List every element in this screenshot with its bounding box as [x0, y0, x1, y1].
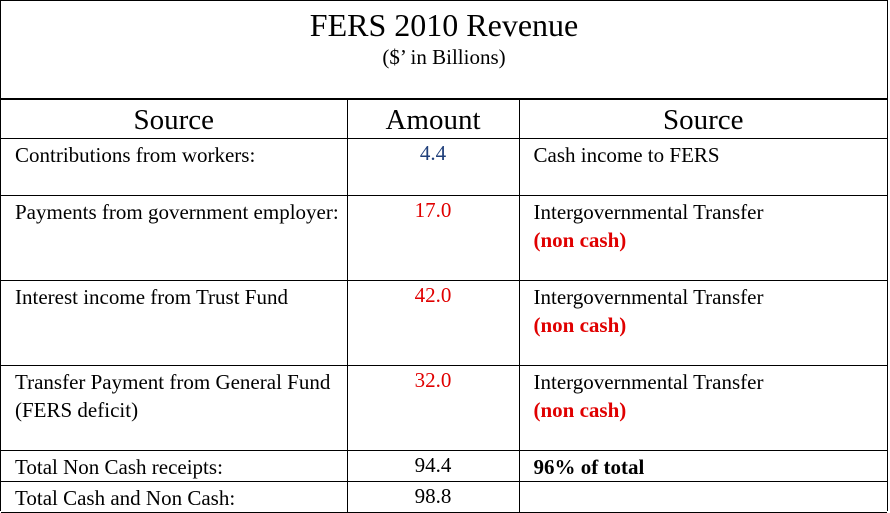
amount-cell: 42.0 [346, 280, 520, 366]
type-note: (non cash) [533, 313, 627, 337]
table-row: Contributions from workers: 4.4 Cash incom… [1, 138, 887, 196]
type-cell: Cash income to FERS [518, 138, 887, 196]
amount-cell: 17.0 [346, 195, 520, 281]
type-note: (non cash) [533, 228, 627, 252]
amount-cell: 4.4 [346, 138, 520, 196]
table-body: Contributions from workers: 4.4 Cash incom… [1, 138, 887, 513]
source-cell: Total Cash and Non Cash: [1, 481, 348, 513]
type-cell: Intergovernmental Transfer (non cash) [518, 365, 887, 451]
type-text: 96% of total [533, 455, 645, 479]
table-row: Payments from government employer: 17.0 In… [1, 195, 887, 281]
type-note: (non cash) [533, 398, 627, 422]
source-cell: Transfer Payment from General Fund (FERS… [1, 365, 348, 451]
type-cell [518, 481, 887, 513]
type-cell: 96% of total [518, 450, 887, 482]
title-box: FERS 2010 Revenue ($’ in Billions) [1, 0, 887, 99]
header-row: Source Amount Source [1, 99, 887, 139]
type-cell: Intergovernmental Transfer (non cash) [518, 280, 887, 366]
type-text: Intergovernmental Transfer [533, 285, 764, 309]
title: FERS 2010 Revenue [309, 7, 579, 43]
source-cell: Interest income from Trust Fund [1, 280, 348, 366]
source-cell: Contributions from workers: [1, 138, 348, 196]
source-cell: Total Non Cash receipts: [1, 450, 348, 482]
table-row: Interest income from Trust Fund 42.0 Inter… [1, 280, 887, 366]
type-text: Intergovernmental Transfer [533, 370, 764, 394]
amount-cell: 98.8 [346, 481, 520, 513]
amount-cell: 32.0 [346, 365, 520, 451]
subtitle: ($’ in Billions) [382, 45, 506, 69]
type-text: Cash income to FERS [533, 143, 720, 167]
column-header: Amount [346, 99, 520, 139]
table-row: Total Cash and Non Cash: 98.8 [1, 481, 887, 513]
type-cell: Intergovernmental Transfer (non cash) [518, 195, 887, 281]
revenue-table: Source Amount Source Contributions from … [1, 99, 887, 513]
column-header: Source [1, 99, 348, 139]
column-header: Source [518, 99, 887, 139]
table-row: Transfer Payment from General Fund (FERS… [1, 365, 887, 451]
type-text: Intergovernmental Transfer [533, 200, 764, 224]
table-row: Total Non Cash receipts: 94.4 96% of total [1, 450, 887, 482]
source-cell: Payments from government employer: [1, 195, 348, 281]
amount-cell: 94.4 [346, 450, 520, 482]
